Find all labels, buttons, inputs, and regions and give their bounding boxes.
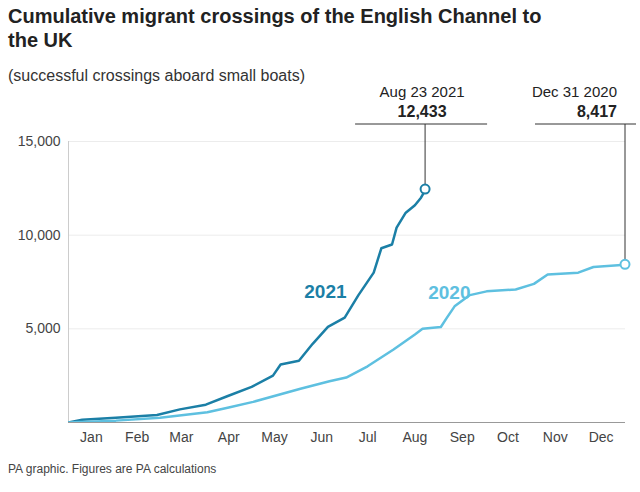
html-text:PA graphic. Figures are PA cal: PA graphic. Figures are PA calculations [8,462,217,476]
svg-text:May: May [261,429,287,445]
html-text:(successful crossings aboard s: (successful crossings aboard small boats… [8,67,305,84]
svg-text:Aug 23 2021: Aug 23 2021 [380,86,465,100]
html-text:Cumulative migrant crossings o: Cumulative migrant crossings of the Engl… [8,5,542,51]
svg-text:2021: 2021 [304,281,347,302]
svg-text:Jul: Jul [359,429,377,445]
svg-text:Mar: Mar [169,429,193,445]
svg-text:Nov: Nov [543,429,568,445]
svg-text:12,433: 12,433 [398,103,447,120]
svg-text:Aug: Aug [402,429,427,445]
svg-text:Jan: Jan [80,429,103,445]
svg-text:15,000: 15,000 [18,133,61,149]
svg-text:5,000: 5,000 [25,320,60,336]
svg-text:8,417: 8,417 [577,103,617,120]
svg-text:Apr: Apr [218,429,240,445]
svg-text:10,000: 10,000 [18,227,61,243]
svg-text:Jun: Jun [311,429,334,445]
svg-text:Sep: Sep [450,429,475,445]
svg-text:Oct: Oct [497,429,519,445]
svg-text:Dec 31 2020: Dec 31 2020 [532,86,617,100]
svg-text:Dec: Dec [589,429,614,445]
svg-text:2020: 2020 [428,282,470,303]
svg-text:Feb: Feb [125,429,149,445]
